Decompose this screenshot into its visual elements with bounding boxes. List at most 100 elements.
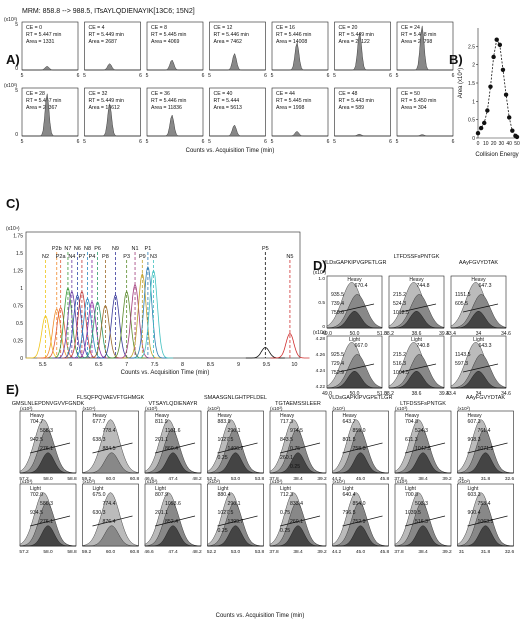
panel-e-fit-line	[29, 442, 71, 454]
panel-e-value: 761.4	[478, 428, 491, 434]
panel-a-xtick: 6	[139, 139, 142, 145]
panel-e-xtick: 58.0	[43, 549, 53, 555]
panel-c-series-label: N8	[84, 246, 91, 252]
panel-a-xtick: 5	[271, 73, 274, 79]
panel-a-xtick: 6	[202, 73, 205, 79]
panel-a-exponent: (x10³)	[4, 83, 17, 89]
panel-d-value: 740.8	[417, 343, 430, 349]
chart-layer: MRM: 858.8 --> 988.5, ITsAYLQDIENAYIK[13…	[4, 8, 520, 619]
panel-a-annotation: Area = 25367	[26, 105, 57, 111]
panel-d-xtick: 38.6	[412, 391, 422, 397]
panel-d-xtick: 38.2	[384, 391, 394, 397]
panel-e-exponent: (x10³)	[83, 479, 96, 485]
panel-a-xtick: 5	[83, 73, 86, 79]
panel-d-xtick: 50.0	[350, 331, 360, 337]
panel-a-annotation: RT = 5.443 min	[339, 98, 375, 104]
panel-c-series-label: P3	[123, 254, 130, 260]
panel-e-xtick: 53.8	[255, 549, 265, 555]
panel-c-ytick: 1.5	[16, 251, 23, 257]
panel-b-ytick: 0.5	[468, 118, 475, 124]
panel-e-value: 942.5	[30, 437, 43, 443]
panel-d-xtick: 49.0	[322, 391, 332, 397]
panel-e-value: 859.0	[353, 428, 366, 434]
panel-e-xtick: 60.0	[106, 549, 116, 555]
panel-e-peak	[19, 429, 77, 474]
panel-d-xtick: 51.0	[377, 331, 387, 337]
panel-c-exponent: (x10⁴)	[6, 226, 20, 232]
panel-e-value: 640.4	[343, 492, 356, 498]
panel-a-annotation: CE = 12	[214, 25, 233, 31]
panel-e-value: 524.3	[415, 428, 428, 434]
panel-e-xtick: 37.8	[269, 476, 279, 482]
panel-e-value: 717.3	[280, 419, 293, 425]
panel-b-point	[485, 108, 490, 113]
panel-a-ytick: 5	[15, 88, 18, 94]
panel-label-d: D)	[313, 258, 327, 273]
panel-d-exponent: (x10²)	[313, 270, 326, 276]
panel-c-series-label: N5	[286, 254, 293, 260]
panel-a-xtick: 6	[202, 139, 205, 145]
panel-a-xtick: 6	[77, 73, 80, 79]
panel-e-exponent: (x10³)	[395, 479, 408, 485]
panel-e-xtick: 31.8	[481, 549, 491, 555]
panel-e-value: 700.8	[405, 492, 418, 498]
panel-b-point	[507, 115, 512, 120]
panel-d-value: 215.2	[393, 352, 406, 358]
panel-e-kind: Light	[30, 486, 41, 492]
panel-a-peak	[397, 134, 453, 137]
panel-e-kind: Light	[468, 486, 479, 492]
panel-a-xtick: 6	[327, 139, 330, 145]
panel-e-xtick: 44.2	[332, 476, 342, 482]
panel-c-xtick: 7	[125, 362, 128, 368]
panel-e-kind: Heavy	[280, 413, 295, 419]
panel-d-value: 739.4	[331, 301, 344, 307]
panel-e-value: 854.0	[353, 501, 366, 507]
panel-d-fit-line	[462, 303, 499, 313]
panel-d-ytick: 4.26	[316, 352, 326, 358]
panel-e-value: 1047.5	[415, 446, 431, 452]
panel-e-value: 801.5	[343, 437, 356, 443]
panel-e-value: 704.8	[405, 419, 418, 425]
panel-a-xtick: 6	[139, 73, 142, 79]
panel-a-annotation: RT = 5.446 min	[276, 32, 312, 38]
panel-e-fit-line	[404, 442, 446, 454]
panel-c-ytick: 1	[20, 286, 23, 292]
panel-a-annotation: RT = 5.446 min	[214, 32, 250, 38]
panel-b-xtick: 0	[477, 141, 480, 147]
panel-d-value: 758.0	[331, 310, 344, 316]
panel-d-ytick: 4.24	[316, 368, 326, 374]
panel-e-xtick: 37.8	[394, 476, 404, 482]
panel-e-peak	[395, 525, 451, 547]
panel-e-kind: Heavy	[93, 413, 108, 419]
panel-e-kind: Light	[343, 486, 354, 492]
panel-e-xtick: 57.2	[19, 476, 29, 482]
panel-e-header: GMSLNLEPDNVGVVFGNDK	[12, 401, 85, 407]
panel-d-kind: Light	[473, 337, 484, 343]
panel-e-header: VLDsGAPKIPVGPETLGR	[329, 395, 393, 401]
panel-e-exponent: (x10¹)	[333, 406, 346, 412]
panel-a-annotation: CE = 48	[339, 91, 358, 97]
panel-a-xtick: 6	[264, 73, 267, 79]
panel-e-xtick: 31.8	[481, 476, 491, 482]
panel-a-annotation: RT = 5.447 min	[26, 32, 62, 38]
panel-d-fit-line	[338, 303, 375, 313]
panel-a-annotation: CE = 36	[151, 91, 170, 97]
panel-c-ytick: 0	[20, 356, 23, 362]
panel-b-point	[494, 37, 499, 42]
panel-b-ytick: 2	[472, 63, 475, 69]
panel-b-xtick: 50	[514, 141, 520, 147]
panel-a-xtick: 6	[327, 73, 330, 79]
panel-a-annotation: RT = 5.450 min	[401, 98, 437, 104]
panel-e-header: AAyFGVYDTAK	[466, 395, 506, 401]
panel-d-fit-line	[400, 363, 437, 373]
panel-e-exponent: (x10³)	[20, 479, 33, 485]
panel-e-value: 704.7	[30, 419, 43, 425]
panel-a-annotation: RT = 5.445 min	[151, 32, 187, 38]
panel-b-point	[497, 42, 503, 48]
panel-e-value: 588.3	[40, 428, 53, 434]
panel-e-fit-line	[154, 515, 196, 527]
panel-a-annotation: CE = 0	[26, 25, 42, 31]
panel-e-value: 1406.7	[228, 446, 244, 452]
panel-c-xtick: 9	[237, 362, 240, 368]
panel-d-ytick: 4.28	[316, 336, 326, 342]
